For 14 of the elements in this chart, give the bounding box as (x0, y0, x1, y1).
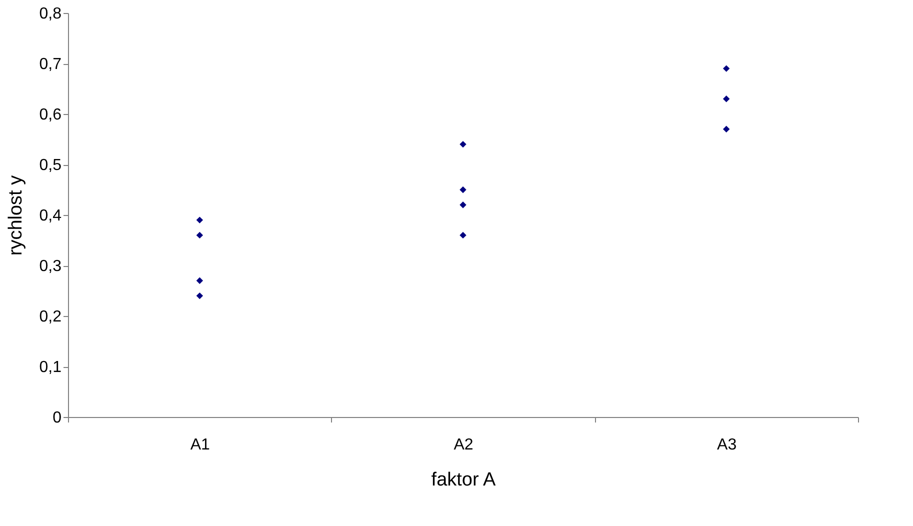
x-axis-title: faktor A (431, 470, 496, 490)
x-tick-label: A3 (717, 436, 737, 454)
y-tick-label: 0,4 (39, 208, 62, 224)
y-tick-label: 0,6 (39, 106, 62, 124)
y-tick-label: 0,1 (39, 359, 62, 376)
x-tick-label: A1 (190, 436, 210, 454)
y-tick-label: 0 (52, 410, 62, 426)
y-tick-label: 0,7 (39, 56, 62, 73)
y-axis-title: rychlost y (5, 174, 26, 256)
y-tick-label: 0,8 (39, 6, 62, 22)
y-tick-label: 0,3 (39, 258, 62, 275)
y-tick-label: 0,2 (39, 308, 62, 326)
y-tick-label: 0,5 (39, 157, 62, 174)
x-tick-label: A2 (454, 436, 474, 454)
